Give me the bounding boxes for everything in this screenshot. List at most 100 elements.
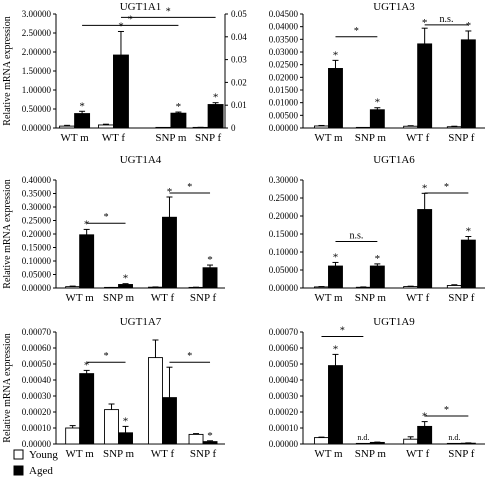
y-tick-label: 0.00060 (269, 343, 299, 353)
bar-young (59, 125, 76, 129)
y-tick-label: 0.01000 (269, 98, 299, 108)
x-tick-label: SNP f (190, 448, 217, 460)
y-tick-label: 0.30000 (269, 175, 299, 185)
y-tick-label: 0.00000 (22, 439, 52, 449)
bar-aged (417, 425, 433, 445)
bracket-label: n.s. (440, 14, 454, 25)
legend-label-aged: Aged (29, 465, 53, 477)
y-tick-label: 0.03000 (269, 47, 299, 57)
bracket-label: * (128, 14, 133, 25)
legend: Young Aged (13, 449, 58, 477)
bar-aged (460, 39, 476, 129)
bracket-label: * (340, 325, 345, 336)
bar-aged (369, 109, 385, 129)
y-tick-label: 0.04500 (269, 9, 299, 19)
bar-aged (369, 265, 385, 289)
bar-aged (328, 365, 343, 445)
not-detected-label: n.d. (448, 433, 460, 442)
x-tick-label: SNP m (355, 292, 387, 304)
y-tick-label: 1.00000 (22, 85, 52, 95)
bar-aged (162, 216, 177, 289)
x-tick-label: SNP f (190, 292, 217, 304)
bar-aged (369, 441, 385, 445)
y-tick-label: 0.00070 (22, 327, 52, 337)
significance-star: * (207, 430, 213, 442)
y-tick-label: 0.01500 (269, 85, 299, 95)
legend-label-young: Young (29, 449, 58, 461)
y2-tick-label: 0.02 (231, 77, 247, 87)
bar-young (314, 437, 329, 445)
bar-young (148, 357, 163, 445)
bracket-label: n.s. (349, 231, 363, 242)
y2-tick-label: 0 (231, 123, 236, 133)
x-tick-label: SNP f (195, 132, 222, 144)
significance-star: * (333, 251, 339, 263)
significance-star: * (422, 17, 428, 29)
y-tick-label: 0.00000 (269, 283, 299, 293)
chart-title: UGT1A9 (373, 316, 415, 328)
x-tick-label: SNP f (448, 448, 475, 460)
x-tick-label: SNP m (103, 448, 135, 460)
y-tick-label: 0.10000 (269, 247, 299, 257)
bracket-label: * (444, 405, 449, 416)
bar-young (446, 126, 462, 129)
bar-aged (460, 239, 476, 289)
bracket-label: * (187, 182, 192, 193)
y2-tick-label: 0.04 (231, 32, 247, 42)
bar-aged (79, 234, 95, 289)
legend-swatch-aged (13, 465, 24, 476)
significance-star: * (466, 20, 472, 32)
bar-aged (202, 441, 218, 445)
significance-star: * (422, 411, 428, 423)
bracket-label: * (187, 351, 192, 362)
chart-ugt1a4: UGT1A4 Relative mRNA expression 0.00000 0.0… (2, 154, 225, 304)
bar-aged (113, 54, 129, 129)
y-tick-label: 0.15000 (269, 229, 299, 239)
y-tick-label: 2.50000 (22, 28, 52, 38)
chart-title: UGT1A6 (373, 154, 415, 166)
bar-young (403, 438, 419, 445)
y-tick-label: 0.00020 (22, 407, 52, 417)
x-tick-label: WT m (314, 132, 343, 144)
bar-aged (118, 432, 133, 445)
chart-ugt1a7: UGT1A7 Relative mRNA expression 0.00000 0.0… (2, 316, 225, 460)
significance-star: * (333, 49, 339, 61)
significance-star: * (466, 226, 472, 238)
x-tick-label: SNP m (103, 292, 135, 304)
x-tick-label: WT f (151, 292, 175, 304)
significance-star: * (333, 343, 339, 355)
y-tick-label: 0.00010 (269, 423, 299, 433)
x-tick-label: SNP f (448, 292, 475, 304)
bar-young (403, 125, 419, 129)
bar-aged (162, 397, 177, 445)
significance-star: * (79, 100, 85, 112)
y-tick-label: 0.20000 (22, 229, 52, 239)
y-tick-label: 0.20000 (269, 211, 299, 221)
chart-ugt1a9: UGT1A9 0.00000 0.00010 0.00020 0.00030 0.0004… (269, 316, 485, 460)
y-tick-label: 0.00000 (269, 123, 299, 133)
y-tick-label: 0.00060 (22, 343, 52, 353)
y-tick-label: 0.04000 (269, 22, 299, 32)
y-tick-label: 0.25000 (269, 193, 299, 203)
y-tick-label: 0.10000 (22, 256, 52, 266)
significance-star: * (422, 182, 428, 194)
y-tick-label: 0.02000 (269, 72, 299, 82)
y-tick-label: 0.02500 (269, 60, 299, 70)
bar-young (403, 286, 419, 289)
y2-tick-label: 0.01 (231, 100, 247, 110)
y-tick-label: 0.00010 (22, 423, 52, 433)
y-tick-label: 0.00000 (269, 439, 299, 449)
bar-young (355, 442, 371, 445)
y-tick-label: 0.00040 (269, 375, 299, 385)
bar-young (104, 409, 119, 445)
legend-swatch-young (13, 449, 24, 460)
y-tick-label: 0.03500 (269, 34, 299, 44)
chart-ugt1a3: UGT1A3 0.00000 0.00500 0.01000 0.01500 0.0200… (269, 1, 485, 144)
y-tick-label: 0.15000 (22, 243, 52, 253)
bar-young (314, 125, 329, 129)
significance-star: * (84, 218, 90, 230)
significance-star: * (375, 253, 381, 265)
bar-aged (328, 68, 343, 129)
x-tick-label: SNP m (155, 132, 187, 144)
y-tick-label: 0.00050 (22, 359, 52, 369)
